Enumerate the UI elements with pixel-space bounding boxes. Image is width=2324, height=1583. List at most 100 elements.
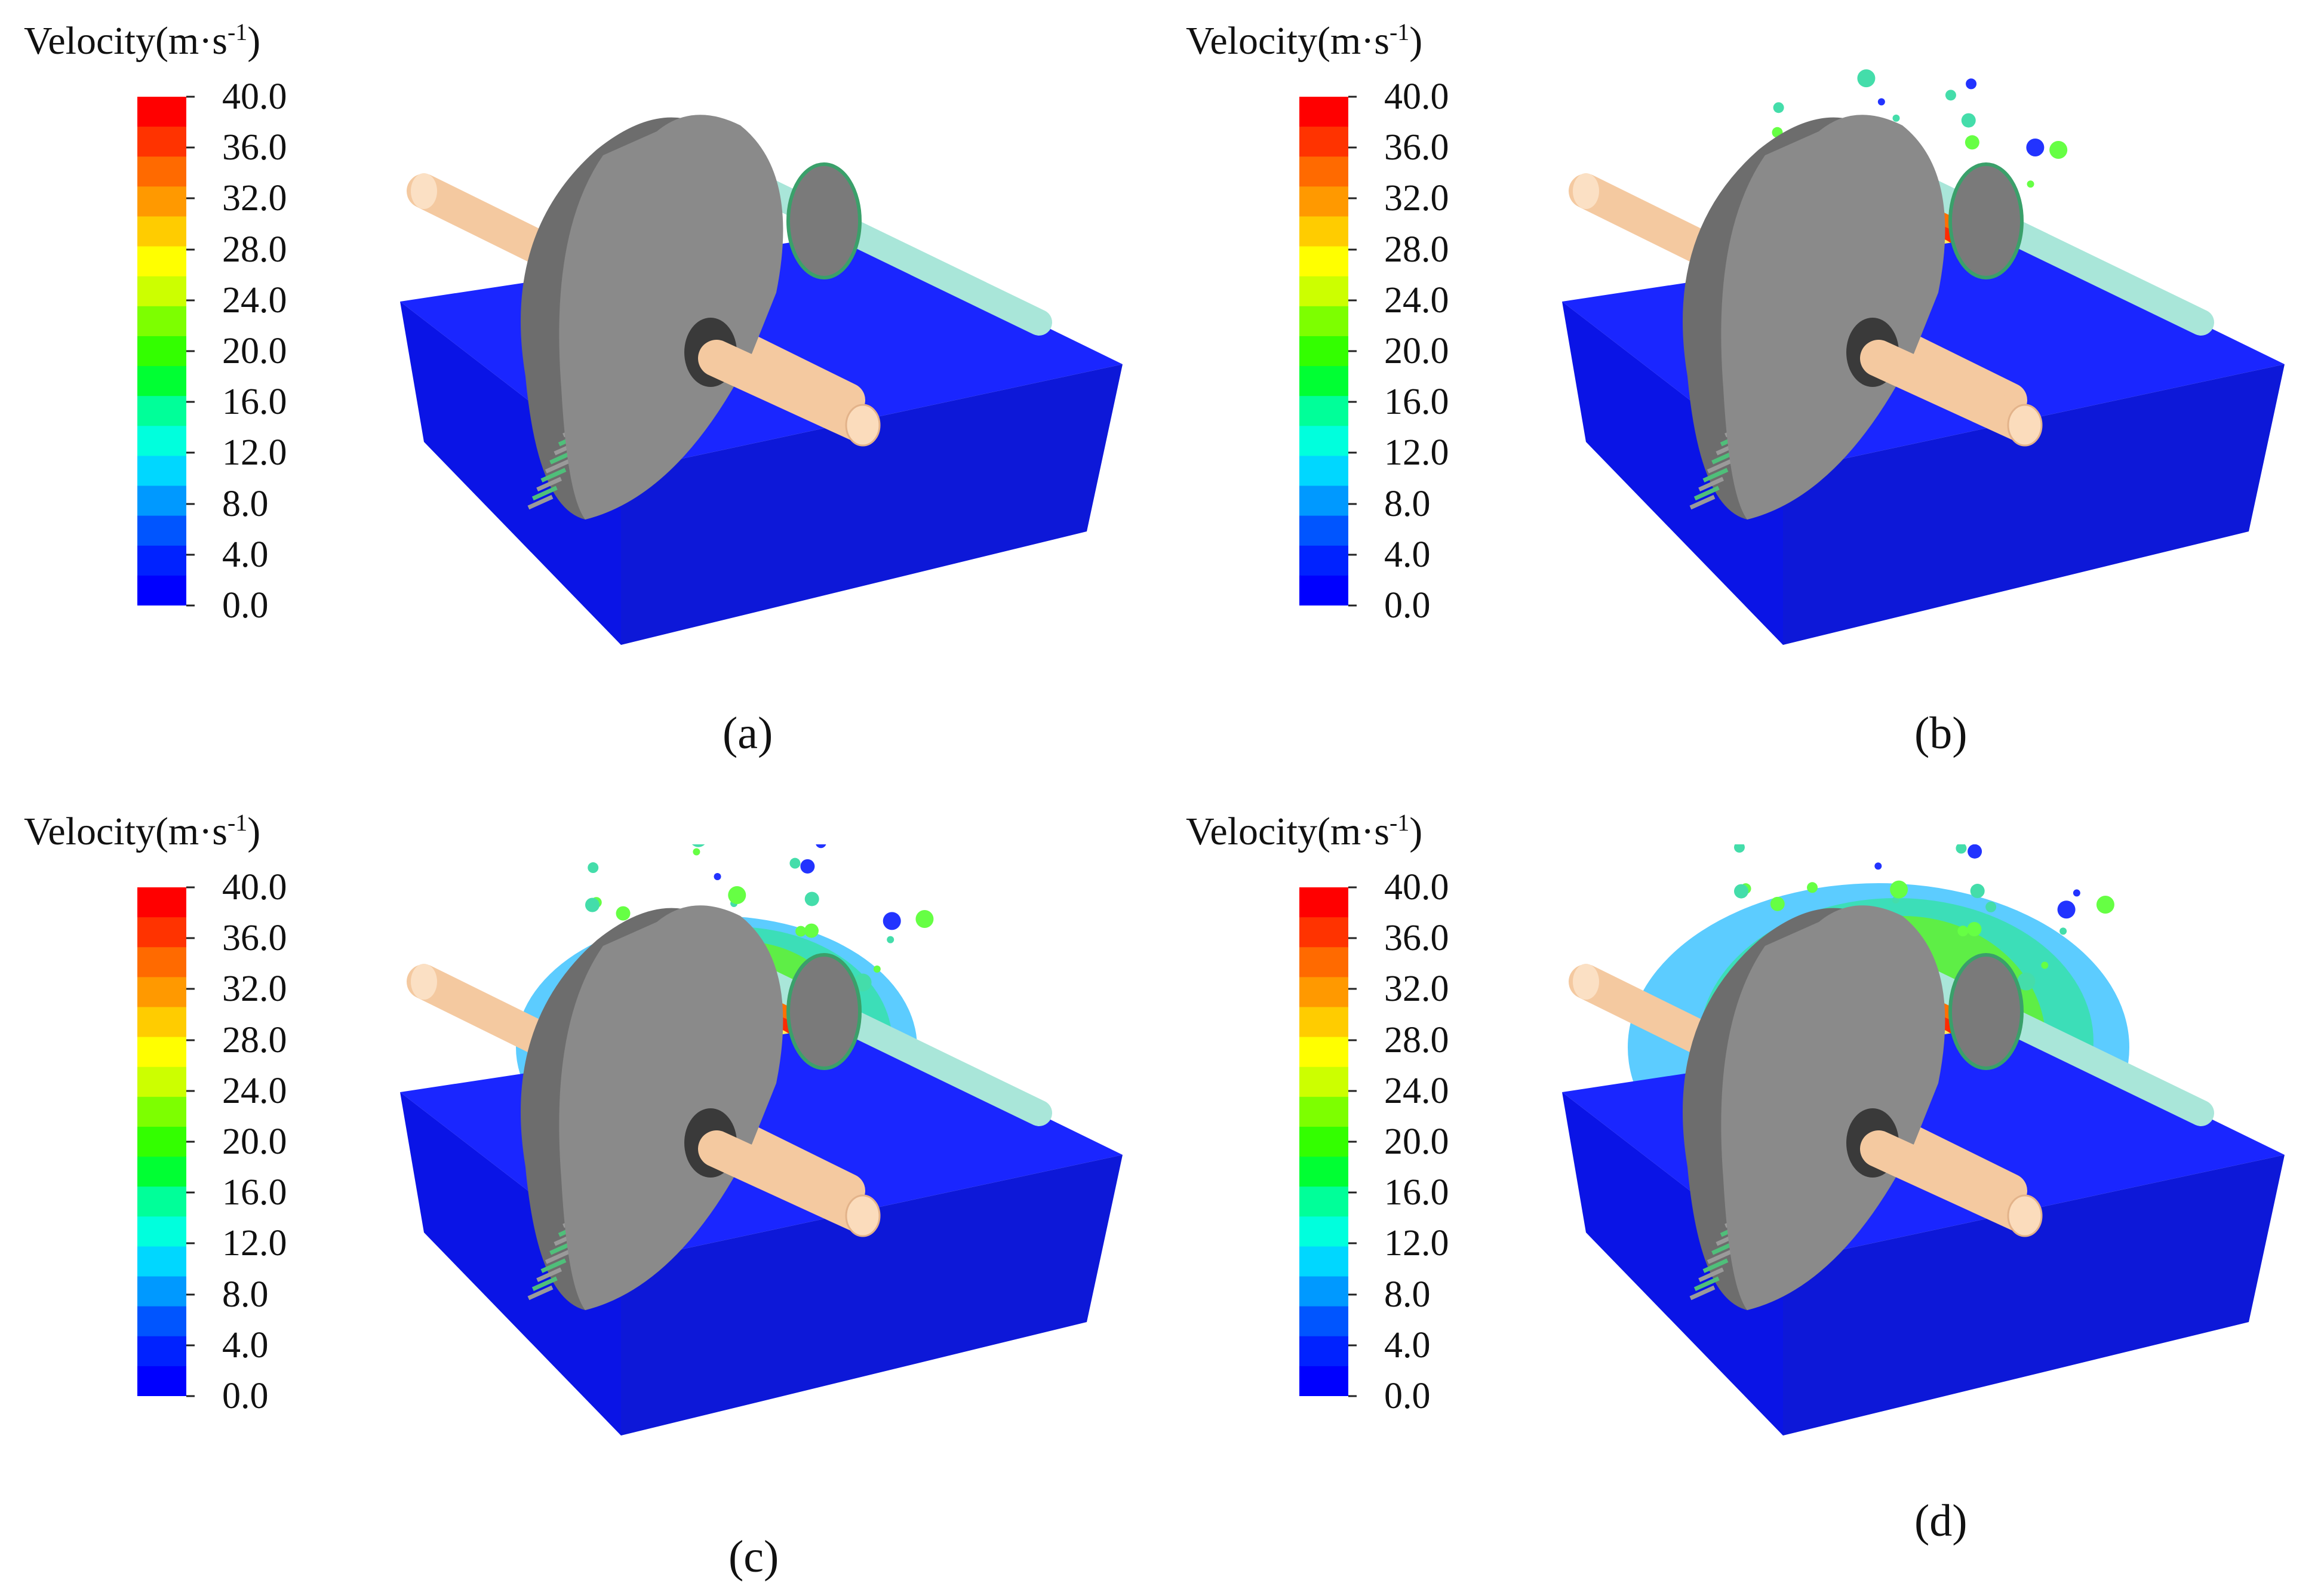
- colorbar-band: [137, 575, 186, 605]
- tick-mark: [186, 1395, 195, 1397]
- front-shaft-end: [1860, 340, 2043, 447]
- tick-mark: [186, 299, 195, 302]
- colorbar-band: [1299, 515, 1348, 546]
- tick-mark: [186, 937, 195, 939]
- colorbar-band: [137, 276, 186, 307]
- tick-label: 12.0: [1384, 1223, 1449, 1264]
- colorbar-band: [1299, 947, 1348, 978]
- main-gear: [521, 905, 783, 1310]
- colorbar-band: [1299, 1366, 1348, 1396]
- tick-label: 16.0: [1384, 1172, 1449, 1213]
- tick-mark: [1348, 1039, 1357, 1041]
- tick-label: 16.0: [222, 1172, 287, 1213]
- tick-label: 32.0: [222, 969, 287, 1010]
- colorbar-band: [137, 186, 186, 217]
- colorbar-band: [137, 545, 186, 576]
- main-gear: [1683, 905, 1945, 1310]
- tick-mark: [186, 1141, 195, 1143]
- colorbar-band: [1299, 456, 1348, 487]
- tick-label: 32.0: [1384, 178, 1449, 219]
- tick-label: 32.0: [1384, 969, 1449, 1010]
- tick-label: 4.0: [222, 534, 269, 575]
- colorbar-band: [1299, 485, 1348, 517]
- colorbar-band: [1299, 1246, 1348, 1277]
- velocity-colorbar: [1299, 887, 1348, 1396]
- velocity-colorbar: [137, 887, 186, 1396]
- tick-label: 8.0: [222, 483, 269, 524]
- tick-label: 40.0: [222, 76, 287, 117]
- velocity-colorbar: [1299, 97, 1348, 605]
- panel-b: Velocity(m·s-1) 40.0 36.0 32.0 28.0 24.0 20.0…: [1162, 0, 2324, 791]
- tick-mark: [1348, 96, 1357, 98]
- colorbar-band: [137, 1246, 186, 1277]
- colorbar-band: [1299, 1187, 1348, 1217]
- tick-label: 12.0: [1384, 432, 1449, 474]
- tick-label: 28.0: [222, 1019, 287, 1061]
- tick-mark: [186, 451, 195, 454]
- colorbar-band: [137, 366, 186, 396]
- tick-mark: [1348, 1344, 1357, 1347]
- tick-label: 28.0: [222, 229, 287, 270]
- main-gear: [1683, 115, 1945, 520]
- colorbar-band: [137, 306, 186, 337]
- colorbar-band: [137, 1216, 186, 1247]
- tick-mark: [186, 1039, 195, 1041]
- colorbar-band: [137, 1066, 186, 1098]
- colorbar-band: [137, 485, 186, 517]
- colorbar-band: [1299, 575, 1348, 605]
- colorbar-band: [1299, 127, 1348, 157]
- gearbox-scene: [1562, 844, 2285, 1436]
- colorbar-band: [137, 1037, 186, 1068]
- colorbar-band: [1299, 1007, 1348, 1038]
- tick-label: 24.0: [1384, 1070, 1449, 1111]
- tick-mark: [186, 1293, 195, 1296]
- colorbar-band: [1299, 366, 1348, 396]
- tick-label: 12.0: [222, 1223, 287, 1264]
- tick-label: 0.0: [222, 585, 269, 626]
- colorbar-band: [1299, 1037, 1348, 1068]
- colorbar-band: [137, 1336, 186, 1367]
- colorbar-band: [1299, 156, 1348, 187]
- colorbar-band: [1299, 1276, 1348, 1307]
- panel-caption: (b): [1914, 708, 1968, 758]
- tick-mark: [1348, 350, 1357, 352]
- panel-c: Velocity(m·s-1) 40.0 36.0 32.0 28.0 24.0 20.0…: [0, 791, 1162, 1582]
- tick-label: 40.0: [1384, 76, 1449, 117]
- tick-mark: [1348, 554, 1357, 556]
- pinion-gear: [786, 162, 862, 279]
- colorbar-band: [137, 1187, 186, 1217]
- tick-label: 24.0: [222, 1070, 287, 1111]
- colorbar-band: [1299, 306, 1348, 337]
- tick-mark: [186, 988, 195, 990]
- tick-label: 8.0: [222, 1274, 269, 1315]
- tick-label: 32.0: [222, 178, 287, 219]
- colorbar-band: [137, 216, 186, 247]
- gearbox-scene: [400, 115, 1123, 645]
- colorbar-band: [1299, 216, 1348, 247]
- tick-mark: [1348, 1141, 1357, 1143]
- tick-mark: [1348, 401, 1357, 403]
- colorbar-band: [137, 456, 186, 487]
- tick-label: 24.0: [1384, 279, 1449, 321]
- pinion-gear: [1948, 162, 2024, 279]
- tick-mark: [1348, 197, 1357, 199]
- colorbar-band: [137, 156, 186, 187]
- tick-mark: [186, 350, 195, 352]
- pinion-gear: [1948, 953, 2024, 1070]
- colorbar-band: [1299, 887, 1348, 918]
- colorbar-band: [1299, 1126, 1348, 1157]
- tick-mark: [1348, 299, 1357, 302]
- colorbar-band: [1299, 1157, 1348, 1187]
- colorbar-band: [1299, 1096, 1348, 1127]
- tick-label: 36.0: [222, 918, 287, 959]
- colorbar-band: [137, 97, 186, 127]
- tick-mark: [186, 604, 195, 607]
- gearbox-scene: [1562, 69, 2285, 645]
- tick-mark: [186, 401, 195, 403]
- tick-label: 8.0: [1384, 483, 1431, 524]
- colorbar-band: [1299, 336, 1348, 367]
- tick-mark: [1348, 1090, 1357, 1092]
- colorbar-band: [137, 977, 186, 1008]
- colorbar-band: [1299, 1306, 1348, 1337]
- colorbar-band: [1299, 396, 1348, 426]
